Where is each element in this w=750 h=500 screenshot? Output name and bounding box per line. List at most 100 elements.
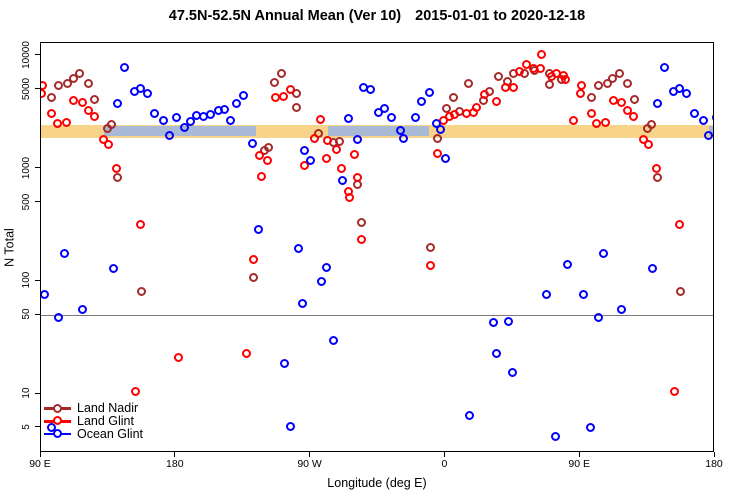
y-tick-mark [35, 426, 40, 428]
data-point-land-glint [472, 103, 482, 113]
data-point-ocean-glint [41, 289, 49, 299]
data-point-ocean-glint [503, 317, 513, 326]
y-tick-mark [35, 392, 40, 394]
data-point-ocean-glint [328, 335, 338, 345]
data-point-ocean-glint [108, 264, 118, 274]
data-point-land-nadir [629, 95, 639, 105]
data-point-ocean-glint [352, 135, 362, 145]
data-point-ocean-glint [338, 175, 348, 185]
data-point-land-nadir [593, 81, 603, 91]
data-point-land-nadir [314, 129, 324, 139]
data-point-land-glint [628, 112, 638, 122]
x-axis-title: Longitude (deg E) [327, 476, 427, 490]
data-point-land-glint [99, 135, 109, 145]
data-point-land-glint [357, 235, 367, 245]
data-point-ocean-glint [219, 105, 229, 115]
x-tick-mark [713, 452, 715, 457]
data-point-ocean-glint [298, 299, 308, 309]
data-point-ocean-glint [689, 109, 699, 119]
data-point-ocean-glint [465, 410, 475, 420]
data-point-land-nadir [614, 69, 624, 79]
data-point-ocean-glint [344, 114, 354, 124]
data-point-ocean-glint [150, 109, 160, 119]
data-point-ocean-glint [305, 156, 315, 166]
data-point-land-glint [41, 89, 46, 99]
data-point-ocean-glint [541, 289, 551, 299]
data-point-land-glint [638, 135, 648, 145]
data-point-ocean-glint [436, 125, 446, 135]
data-point-land-nadir [622, 79, 632, 89]
data-point-land-glint [608, 96, 618, 106]
data-point-land-glint [83, 106, 93, 116]
data-point-land-glint [173, 353, 183, 363]
data-point-ocean-glint [120, 63, 130, 73]
data-point-ocean-glint [185, 117, 195, 127]
data-point-ocean-glint [299, 146, 309, 156]
data-point-land-glint [255, 151, 265, 161]
data-point-ocean-glint [488, 318, 498, 328]
data-point-ocean-glint [550, 432, 560, 442]
data-point-ocean-glint [578, 289, 588, 299]
data-point-ocean-glint [179, 123, 189, 133]
data-point-ocean-glint [231, 99, 241, 109]
data-point-land-glint [536, 64, 546, 74]
data-point-ocean-glint [441, 154, 451, 164]
data-point-land-nadir [357, 218, 367, 228]
data-point-ocean-glint [681, 89, 691, 99]
data-point-ocean-glint [616, 305, 626, 315]
data-point-land-nadir [263, 143, 273, 153]
data-point-land-glint [480, 90, 490, 100]
data-point-land-glint [537, 50, 547, 60]
chart-title-region: 47.5N-52.5N Annual Mean (Ver 10) [168, 8, 402, 24]
data-point-ocean-glint [135, 84, 145, 94]
data-point-land-nadir [47, 93, 57, 103]
data-point-land-glint [249, 255, 259, 265]
land-glint-marker-icon [53, 416, 62, 426]
data-point-ocean-glint [417, 97, 427, 107]
legend-label: Ocean Glint [77, 426, 144, 441]
data-point-land-nadir [68, 74, 78, 84]
data-point-land-glint [561, 75, 571, 85]
data-point-land-glint [622, 106, 632, 116]
data-point-ocean-glint [206, 110, 216, 120]
data-point-ocean-glint [425, 88, 435, 98]
data-point-land-nadir [646, 120, 656, 130]
data-point-land-glint [433, 149, 443, 159]
data-point-land-glint [104, 140, 114, 150]
data-point-ocean-glint [286, 421, 296, 431]
legend-label: Land Nadir [77, 401, 139, 415]
data-point-ocean-glint [411, 113, 421, 123]
data-point-ocean-glint [279, 359, 289, 369]
data-point-land-glint [600, 118, 610, 128]
data-point-ocean-glint [491, 348, 501, 358]
x-tick-label: 180 [166, 458, 184, 470]
data-point-ocean-glint [46, 423, 56, 433]
data-point-land-glint [345, 193, 355, 203]
y-tick-mark [35, 167, 40, 169]
data-point-ocean-glint [172, 113, 182, 123]
data-point-land-nadir [249, 272, 259, 282]
data-point-land-glint [674, 220, 684, 230]
data-point-ocean-glint [113, 99, 123, 109]
data-point-ocean-glint [253, 225, 263, 235]
data-point-land-nadir [602, 79, 612, 89]
data-point-land-glint [47, 109, 57, 119]
ocean-mean-band [103, 126, 256, 137]
data-point-land-nadir [136, 286, 146, 296]
data-point-ocean-glint [366, 85, 376, 95]
data-point-ocean-glint [77, 305, 87, 315]
data-point-ocean-glint [239, 91, 249, 101]
data-point-land-nadir [433, 134, 443, 144]
y-tick-mark [35, 88, 40, 90]
data-point-ocean-glint [321, 263, 331, 273]
data-point-land-nadir [277, 69, 287, 79]
x-tick-label: 90 E [29, 458, 51, 470]
data-point-land-glint [575, 89, 585, 99]
data-point-ocean-glint [586, 423, 596, 433]
data-point-ocean-glint [380, 104, 390, 114]
data-point-land-glint [576, 81, 586, 91]
ocean-glint-marker-icon [53, 429, 62, 439]
data-point-land-glint [89, 112, 99, 122]
y-tick-label: 1000 [21, 156, 32, 179]
